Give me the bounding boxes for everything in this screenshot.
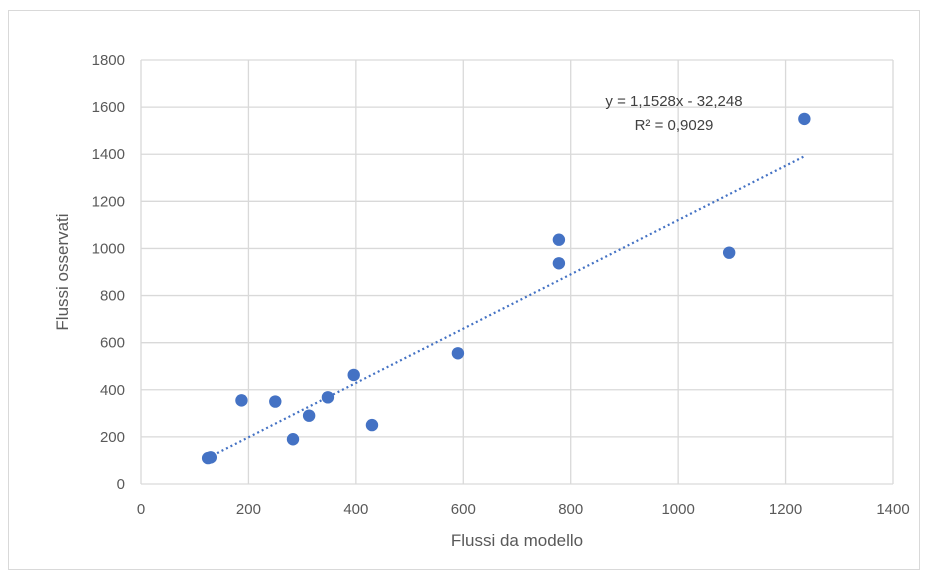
x-tick-label: 600 [451,501,476,518]
y-tick-label: 200 [100,429,125,446]
data-point [286,433,300,446]
x-tick-label: 0 [137,501,145,518]
data-point [204,451,218,464]
data-point [302,409,316,422]
y-tick-label: 1000 [92,240,125,257]
x-axis-ticks: 0 200 400 600 800 1000 1200 1400 [137,501,910,518]
y-tick-label: 1400 [92,146,125,163]
y-tick-label: 600 [100,335,125,352]
x-tick-label: 800 [558,501,583,518]
data-point [798,112,811,126]
trendline-r2: R² = 0,9029 [635,117,714,134]
data-point [451,347,465,360]
x-tick-label: 1000 [661,501,694,518]
trendline [207,155,805,459]
x-tick-label: 200 [236,501,261,518]
data-point [552,233,566,246]
data-point [321,391,335,404]
y-tick-label: 1600 [92,99,125,116]
data-points [201,112,811,465]
y-tick-label: 1200 [92,193,125,210]
data-point [552,257,566,270]
grid [140,59,894,485]
x-tick-label: 1200 [769,501,802,518]
x-tick-label: 400 [343,501,368,518]
data-point [722,246,736,259]
x-tick-label: 1400 [876,501,909,518]
y-tick-label: 400 [100,382,125,399]
y-tick-label: 800 [100,288,125,305]
y-axis-title: Flussi osservati [53,213,72,330]
y-axis-ticks: 0 200 400 600 800 1000 1200 1400 1600 1800 [92,52,125,493]
data-point [235,394,248,407]
data-point [365,418,379,432]
y-tick-label: 0 [117,476,125,493]
x-axis-title: Flussi da modello [451,531,583,550]
data-point [269,395,282,408]
y-tick-label: 1800 [92,52,125,69]
data-point [347,368,360,382]
trendline-equation: y = 1,1528x - 32,248 [605,93,742,110]
chart-frame [8,10,920,570]
